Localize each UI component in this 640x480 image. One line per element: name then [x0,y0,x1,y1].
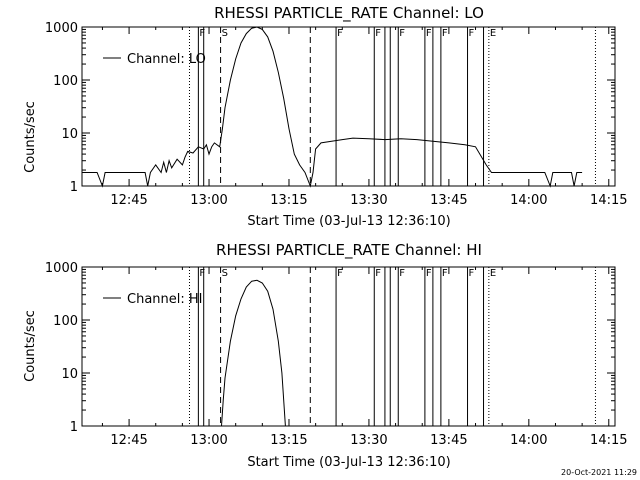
panel-hi-ytick-label-1: 10 [61,367,78,382]
panel-lo-marker-label-1: F [199,28,205,39]
panel-lo-marker-label-12: F [442,28,448,39]
panel-lo-xtick-label-2: 13:15 [270,193,307,208]
panel-hi-legend-label: Channel: HI [127,292,203,307]
panel-lo-marker-label-5: F [337,28,343,39]
panel-lo-legend: Channel: LO [103,52,206,67]
panel-hi-xtick-label-1: 13:00 [190,433,227,448]
panel-hi-xtick-label-0: 12:45 [110,433,147,448]
panel-hi: RHESSI PARTICLE_RATE Channel: HI Start T… [23,241,628,470]
panel-lo-series-line-0 [82,26,583,188]
panel-hi-ytick-label-0: 1 [70,420,78,435]
panel-lo-xlabel: Start Time (03-Jul-13 12:36:10) [247,214,450,229]
panel-lo-ytick-label-3: 1000 [45,21,78,36]
panel-hi-xtick-label-4: 13:45 [430,433,467,448]
panel-lo-marker-label-9: F [399,28,405,39]
panel-lo-xtick-label-3: 13:30 [350,193,387,208]
panel-lo-ytick-label-1: 10 [61,127,78,142]
panel-hi-xtick-label-5: 14:00 [510,433,547,448]
panel-hi-series [221,279,286,427]
panel-lo-marker-label-10: F [426,28,432,39]
panel-hi-ylabel: Counts/sec [23,310,38,382]
panel-lo-xtick-label-0: 12:45 [110,193,147,208]
panel-hi-xtick-label-2: 13:15 [270,433,307,448]
panel-lo-xtick-label-5: 14:00 [510,193,547,208]
panel-hi-marker-label-12: F [442,268,448,279]
panel-hi-series-line-0 [221,279,286,427]
panel-hi-marker-label-6: F [375,268,381,279]
panel-lo-marker-label-3: S [222,28,228,39]
panel-hi-marker-label-5: F [337,268,343,279]
panel-lo: RHESSI PARTICLE_RATE Channel: LO Start T… [23,4,628,229]
panel-hi-ytick-label-2: 100 [53,314,78,329]
panel-lo-marker-label-15: E [490,28,496,39]
panel-hi-frame [81,266,616,427]
panel-hi-marker-label-1: F [199,268,205,279]
panel-lo-title: RHESSI PARTICLE_RATE Channel: LO [214,4,484,23]
panel-hi-marker-label-9: F [399,268,405,279]
panel-lo-ylabel: Counts/sec [23,101,38,173]
panel-lo-series [82,26,583,188]
panel-lo-ytick-label-0: 1 [70,180,78,195]
panel-hi-legend: Channel: HI [103,292,203,307]
panel-lo-xtick-label-6: 14:15 [590,193,627,208]
panel-lo-marker-label-6: F [375,28,381,39]
panel-hi-marker-label-15: E [490,268,496,279]
panel-hi-axis-ticks: 12:45 13:00 13:15 13:30 13:45 14:00 14:15 1 10 10… [45,261,628,448]
panel-lo-marker-label-13: F [469,28,475,39]
panel-lo-frame [81,26,616,187]
panel-lo-ytick-label-2: 100 [53,74,78,89]
panel-hi-xtick-label-3: 13:30 [350,433,387,448]
panel-hi-title: RHESSI PARTICLE_RATE Channel: HI [216,241,482,260]
panel-hi-xlabel: Start Time (03-Jul-13 12:36:10) [247,455,450,470]
panel-lo-xtick-label-4: 13:45 [430,193,467,208]
footer-date: 20-Oct-2021 11:29 [561,468,637,477]
panel-hi-xtick-label-6: 14:15 [590,433,627,448]
panel-hi-marker-label-10: F [426,268,432,279]
panel-hi-marker-label-13: F [469,268,475,279]
panel-hi-ytick-label-3: 1000 [45,261,78,276]
panel-lo-xtick-label-1: 13:00 [190,193,227,208]
panel-lo-legend-label: Channel: LO [127,52,206,67]
panel-hi-marker-label-3: S [222,268,228,279]
